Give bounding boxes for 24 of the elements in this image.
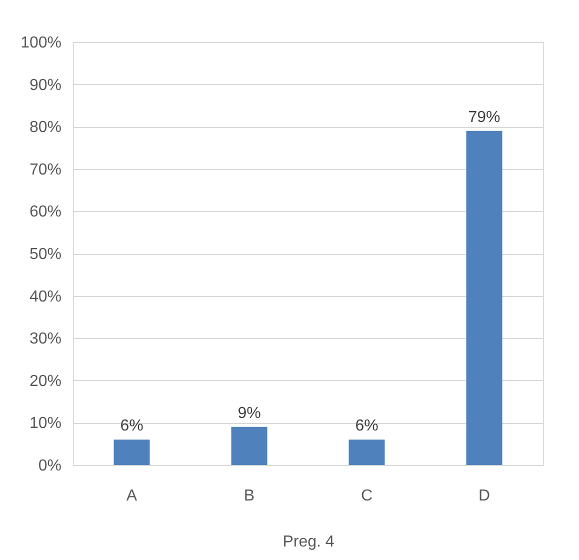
x-tick-label: C <box>360 488 373 504</box>
x-tick-label: D <box>478 488 490 504</box>
data-label: 9% <box>238 404 261 422</box>
bar <box>466 130 502 465</box>
x-axis-title: Preg. 4 <box>282 534 334 550</box>
x-tick-label: A <box>126 488 138 504</box>
bar <box>348 440 385 465</box>
bar <box>114 440 150 465</box>
bar <box>231 426 268 465</box>
data-label: 6% <box>120 418 144 435</box>
y-tick-label: 10% <box>29 415 62 432</box>
y-tick-label: 50% <box>29 246 62 263</box>
y-tick-label: 40% <box>29 288 62 306</box>
y-tick-label: 60% <box>29 204 62 221</box>
x-tick-label: B <box>244 488 255 504</box>
y-tick-label: 90% <box>29 76 62 94</box>
y-tick-label: 70% <box>29 161 62 178</box>
data-label: 6% <box>355 418 378 435</box>
y-tick-label: 100% <box>20 34 62 52</box>
data-label: 79% <box>468 108 500 126</box>
y-tick-label: 20% <box>29 372 62 390</box>
y-tick-label: 30% <box>29 330 62 348</box>
y-tick-label: 0% <box>38 458 62 474</box>
y-tick-label: 80% <box>29 119 62 136</box>
